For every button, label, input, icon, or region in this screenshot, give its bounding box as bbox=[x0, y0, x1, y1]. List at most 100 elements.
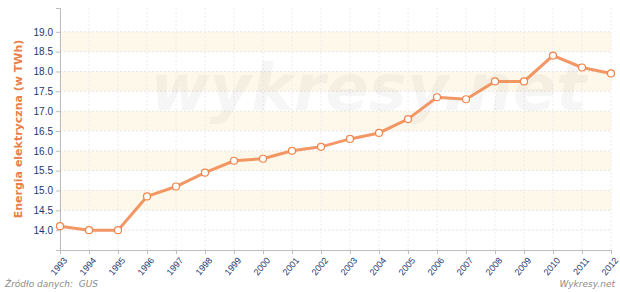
point bbox=[463, 96, 470, 103]
point bbox=[550, 52, 557, 59]
point bbox=[608, 70, 615, 77]
y-tick-label: 17.5 bbox=[34, 86, 54, 97]
x-tick-label: 2008 bbox=[484, 255, 505, 277]
point bbox=[173, 183, 180, 190]
x-tick-mark bbox=[147, 250, 148, 254]
x-tick: 2010 bbox=[542, 250, 563, 277]
y-axis-line bbox=[56, 9, 61, 251]
y-tick-mark bbox=[56, 131, 60, 132]
point bbox=[347, 135, 354, 142]
grid-line-x bbox=[205, 8, 206, 250]
x-tick-label: 1994 bbox=[78, 255, 99, 277]
x-tick: 2006 bbox=[426, 250, 447, 277]
x-tick-mark bbox=[176, 250, 177, 254]
x-tick-label: 2012 bbox=[600, 255, 620, 277]
x-tick: 1994 bbox=[78, 250, 99, 277]
grid-line-x bbox=[118, 8, 119, 250]
x-tick-mark bbox=[611, 250, 612, 254]
x-tick: 1993 bbox=[49, 250, 70, 277]
x-tick-label: 1995 bbox=[107, 255, 128, 277]
point bbox=[57, 223, 64, 230]
point bbox=[318, 143, 325, 150]
grid-line-y bbox=[60, 130, 611, 131]
y-tick: 15.0 bbox=[34, 185, 60, 196]
x-tick-label: 2002 bbox=[310, 255, 331, 277]
grid-line-x bbox=[321, 8, 322, 250]
y-tick: 16.0 bbox=[34, 146, 60, 157]
y-tick-label: 15.5 bbox=[34, 165, 54, 176]
grid-line-x bbox=[408, 8, 409, 250]
x-tick-label: 2004 bbox=[368, 255, 389, 277]
y-tick-label: 18.0 bbox=[34, 66, 54, 77]
x-tick-label: 1996 bbox=[136, 255, 157, 277]
x-tick: 2009 bbox=[513, 250, 534, 277]
x-tick: 1996 bbox=[136, 250, 157, 277]
y-tick-mark bbox=[56, 111, 60, 112]
point bbox=[289, 147, 296, 154]
grid-line-x bbox=[234, 8, 235, 250]
grid bbox=[60, 8, 611, 250]
x-tick-label: 2007 bbox=[455, 255, 476, 277]
x-tick-mark bbox=[118, 250, 119, 254]
y-tick-label: 14.5 bbox=[34, 205, 54, 216]
source-note: Źródło danych: GUS bbox=[4, 278, 98, 289]
grid-line-x bbox=[582, 8, 583, 250]
x-tick: 2004 bbox=[368, 250, 389, 277]
x-tick-label: 2005 bbox=[397, 255, 418, 277]
line bbox=[60, 56, 611, 231]
x-tick-label: 2000 bbox=[252, 255, 273, 277]
x-tick-mark bbox=[495, 250, 496, 254]
grid-line-y bbox=[60, 150, 611, 151]
grid-band bbox=[60, 151, 611, 171]
x-tick-mark bbox=[379, 250, 380, 254]
grid-line-x bbox=[176, 8, 177, 250]
grid-line-x bbox=[263, 8, 264, 250]
x-axis-line bbox=[61, 251, 612, 255]
credit: Wykresy.net bbox=[559, 279, 615, 289]
y-tick: 16.5 bbox=[34, 126, 60, 137]
y-tick-mark bbox=[56, 71, 60, 72]
x-tick-mark bbox=[408, 250, 409, 254]
y-tick-label: 16.0 bbox=[34, 146, 54, 157]
x-tick: 2005 bbox=[397, 250, 418, 277]
x-tick: 2002 bbox=[310, 250, 331, 277]
x-tick-label: 2001 bbox=[281, 255, 302, 277]
y-axis: 14.0 14.5 15.0 15.5 16.0 16.5 17.0 17.5 18.0 18.5… bbox=[34, 9, 61, 251]
y-tick-label: 19.0 bbox=[34, 27, 54, 38]
grid-line-x bbox=[495, 8, 496, 250]
grid-line-x bbox=[524, 8, 525, 250]
point bbox=[376, 129, 383, 136]
y-tick: 18.5 bbox=[34, 46, 60, 57]
x-tick: 2001 bbox=[281, 250, 302, 277]
x-tick: 1999 bbox=[223, 250, 244, 277]
x-tick-label: 1997 bbox=[165, 255, 186, 277]
grid-line-x bbox=[350, 8, 351, 250]
point bbox=[492, 78, 499, 85]
x-tick: 2003 bbox=[339, 250, 360, 277]
grid-line-y bbox=[60, 230, 611, 231]
x-tick: 2008 bbox=[484, 250, 505, 277]
point bbox=[231, 157, 238, 164]
y-tick-mark bbox=[56, 32, 60, 33]
x-tick-label: 2010 bbox=[542, 255, 563, 277]
x-tick: 1997 bbox=[165, 250, 186, 277]
x-tick-mark bbox=[466, 250, 467, 254]
x-tick-mark bbox=[292, 250, 293, 254]
point bbox=[260, 155, 267, 162]
x-tick-mark bbox=[234, 250, 235, 254]
grid-band bbox=[60, 32, 611, 52]
x-tick: 1998 bbox=[194, 250, 215, 277]
y-tick-label: 15.0 bbox=[34, 185, 54, 196]
x-tick-mark bbox=[263, 250, 264, 254]
y-tick-label: 17.0 bbox=[34, 106, 54, 117]
grid-line-y bbox=[60, 31, 611, 32]
x-tick-mark bbox=[205, 250, 206, 254]
grid-line-x bbox=[611, 8, 612, 250]
grid-line-x bbox=[553, 8, 554, 250]
point bbox=[405, 116, 412, 123]
y-tick: 17.5 bbox=[34, 86, 60, 97]
grid-bands bbox=[60, 32, 611, 211]
x-tick: 1995 bbox=[107, 250, 128, 277]
x-tick-mark bbox=[524, 250, 525, 254]
y-tick-label: 14.0 bbox=[34, 225, 54, 236]
